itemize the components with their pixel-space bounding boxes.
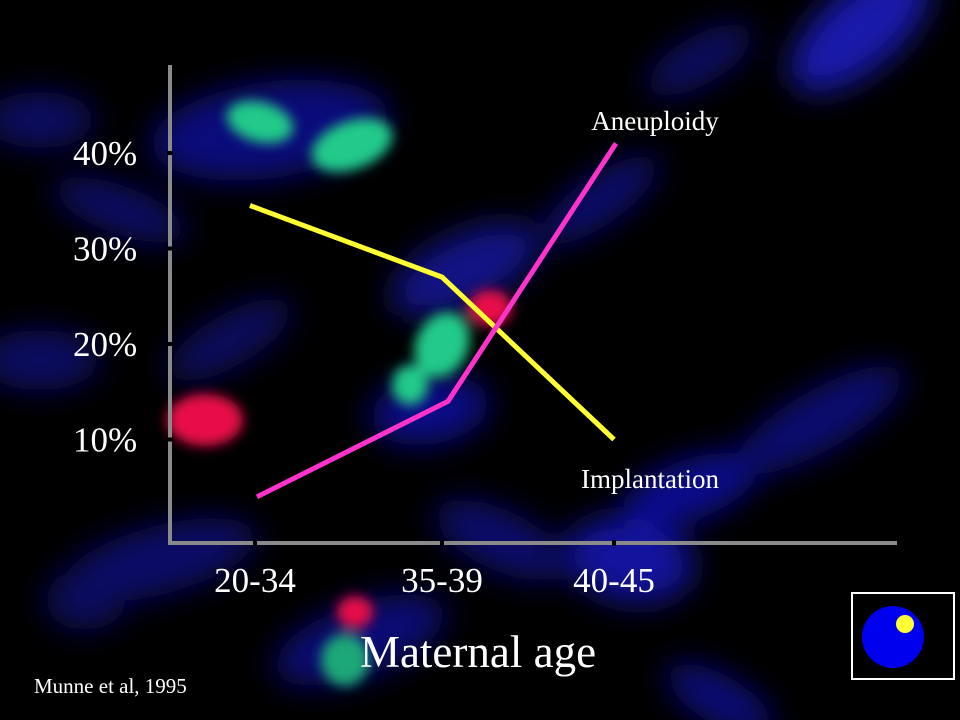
chromosome-blob bbox=[623, 453, 757, 527]
logo bbox=[851, 592, 955, 680]
x-tick-mark bbox=[440, 540, 444, 546]
chromosome-blob bbox=[736, 365, 904, 475]
y-tick-label: 20% bbox=[73, 325, 137, 364]
series-label-aneuploidy: Aneuploidy bbox=[591, 106, 719, 136]
green-signal bbox=[226, 100, 294, 144]
chromosome-blob bbox=[435, 499, 565, 581]
y-tick-label: 40% bbox=[73, 134, 137, 173]
x-tick-mark bbox=[253, 540, 257, 546]
y-tick-mark bbox=[167, 342, 173, 346]
x-tick-label: 40-45 bbox=[573, 561, 655, 600]
y-tick-label: 10% bbox=[73, 421, 137, 460]
chromosome-blob bbox=[168, 298, 292, 382]
chromosome-blob bbox=[53, 177, 187, 243]
y-tick-mark bbox=[167, 151, 173, 155]
chromosome-blob bbox=[666, 663, 774, 720]
axes bbox=[168, 65, 897, 545]
green-signal bbox=[392, 365, 428, 405]
series-label-implantation: Implantation bbox=[581, 464, 719, 494]
green-signal bbox=[414, 312, 470, 378]
chromosome-blob bbox=[646, 23, 754, 97]
series-lines bbox=[249, 142, 619, 500]
series-line-implantation bbox=[249, 203, 616, 442]
chromosome-blob bbox=[45, 570, 125, 630]
embryo-cell-icon bbox=[862, 606, 924, 668]
chromosome-blob bbox=[390, 223, 540, 317]
chromosome-blob bbox=[0, 330, 100, 390]
logo-dot bbox=[896, 615, 914, 633]
chromosome-blob bbox=[541, 155, 659, 245]
green-signal bbox=[321, 634, 369, 686]
chromosome-blob bbox=[565, 517, 695, 603]
x-tick-mark bbox=[612, 540, 616, 546]
red-signal bbox=[167, 394, 243, 446]
chromosome-blob bbox=[0, 92, 95, 148]
series-line-aneuploidy bbox=[255, 142, 619, 500]
x-tick-label: 20-34 bbox=[214, 561, 296, 600]
chart-labels: 40% 30% 20% 10% 20-34 35-39 40-45 Maternal age I… bbox=[73, 106, 719, 677]
chromosome-blob bbox=[789, 0, 931, 93]
citation: Munne et al, 1995 bbox=[34, 674, 187, 698]
y-tick-mark bbox=[167, 437, 173, 442]
tick-marks bbox=[167, 151, 616, 546]
green-signal bbox=[311, 118, 393, 172]
red-signal bbox=[337, 596, 373, 628]
y-tick-label: 30% bbox=[73, 230, 137, 269]
y-tick-mark bbox=[167, 246, 173, 251]
x-axis-label: Maternal age bbox=[360, 627, 596, 677]
logo-circle bbox=[862, 606, 924, 668]
x-tick-label: 35-39 bbox=[401, 561, 483, 600]
